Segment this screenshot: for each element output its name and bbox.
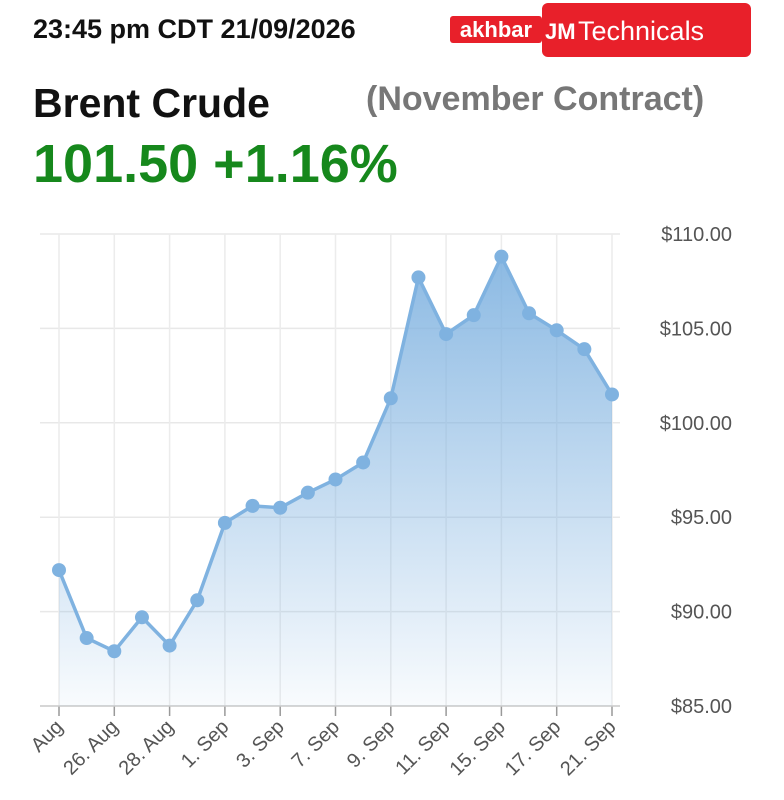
logo-mark: JM [545, 19, 576, 44]
y-tick-label: $85.00 [671, 696, 732, 718]
x-tick-label: 1. Sep [177, 716, 233, 772]
point [328, 472, 343, 487]
point [466, 308, 481, 323]
x-tick-label: 11. Sep [391, 716, 454, 779]
x-tick-label: 7. Sep [288, 716, 344, 772]
point [79, 631, 94, 646]
point [411, 270, 426, 285]
point [134, 610, 149, 625]
point [522, 306, 537, 321]
logo-left: akhbar [460, 17, 533, 42]
chart-title: Brent Crude [33, 80, 270, 126]
y-tick-label: $95.00 [671, 507, 732, 529]
y-tick-label: $105.00 [660, 318, 732, 340]
point [356, 455, 371, 470]
x-tick-label: 15. Sep [446, 716, 510, 780]
point [245, 498, 260, 513]
x-tick-label: 26. Aug [59, 716, 123, 780]
point [190, 593, 205, 608]
price: 101.50 +1.16% [33, 134, 398, 194]
point [383, 391, 398, 406]
point [605, 387, 619, 402]
logo-box [542, 3, 751, 57]
y-tick-label: $110.00 [661, 224, 732, 246]
point [107, 644, 122, 659]
point [439, 327, 454, 342]
x-tick-label: 28. Aug [115, 716, 179, 780]
timestamp: 23:45 pm CDT 21/09/2026 [33, 14, 356, 44]
point [300, 485, 315, 500]
y-tick-label: $90.00 [671, 602, 732, 624]
point [577, 342, 592, 357]
point [273, 500, 288, 515]
point [52, 563, 66, 578]
logo-box [450, 16, 542, 43]
x-tick-label: Aug [27, 716, 68, 757]
y-tick-label: $100.00 [660, 413, 732, 435]
point [549, 323, 564, 338]
point [162, 638, 177, 653]
x-tick-label: 17. Sep [501, 716, 565, 780]
point [494, 249, 509, 264]
x-tick-label: 3. Sep [232, 716, 288, 772]
logo-right: Technicals [578, 16, 704, 46]
x-tick-label: 21. Sep [556, 716, 620, 780]
chart-subtitle: (November Contract) [366, 80, 704, 118]
point [217, 515, 232, 530]
